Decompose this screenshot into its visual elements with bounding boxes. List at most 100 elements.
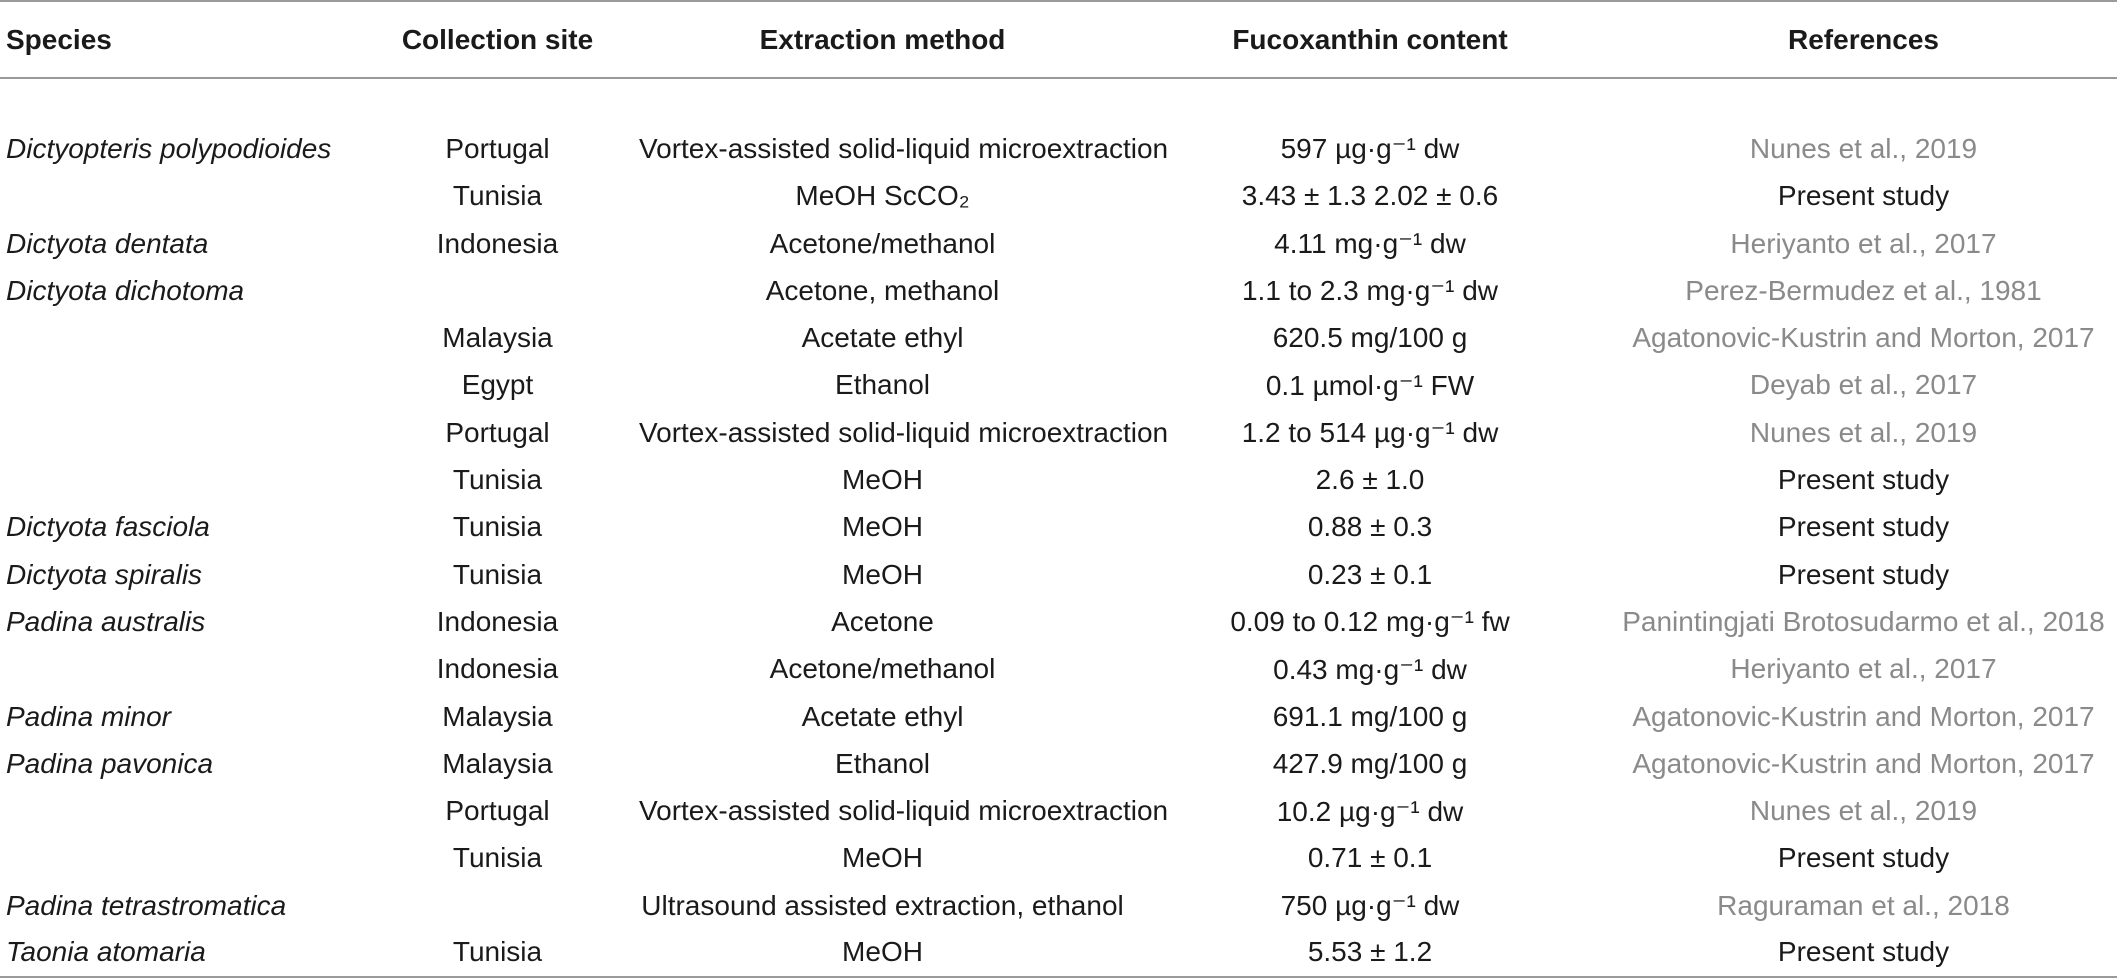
cell-extraction-method: Acetate ethyl	[801, 700, 964, 732]
table-row: Malaysia Acetate ethyl 620.5 mg/100 g Agato…	[0, 314, 2117, 361]
cell-fucoxanthin-content: 427.9 mg/100 g	[1272, 747, 1468, 779]
table-row: Padina australis Indonesia Acetone 0.09 to …	[0, 598, 2117, 645]
cell-fucoxanthin-content: 0.1 µmol·g⁻¹ FW	[1265, 369, 1475, 401]
cell-extraction-method: Acetone	[831, 605, 934, 637]
table-body: Dictyopteris polypodioides Portugal Vortex…	[0, 78, 2117, 978]
cell-fucoxanthin-content: 2.6 ± 1.0	[1315, 464, 1425, 496]
table-row: Portugal Vortex-assisted solid-liquid mic…	[0, 409, 2117, 456]
cell-species: Padina pavonica	[6, 747, 214, 779]
header-extraction-method: Extraction method	[635, 0, 1130, 79]
table-row: Tunisia MeOH 2.6 ± 1.0 Present study	[0, 456, 2117, 503]
cell-species: Padina tetrastromatica	[6, 889, 287, 921]
cell-collection-site: Tunisia	[452, 558, 543, 590]
cell-fucoxanthin-content: 597 µg·g⁻¹ dw	[1280, 133, 1460, 165]
cell-species	[0, 362, 360, 409]
table-row: Dictyopteris polypodioides Portugal Vortex…	[0, 125, 2117, 172]
cell-collection-site: Malaysia	[442, 700, 553, 732]
header-collection-site: Collection site	[360, 0, 635, 79]
table-row: Dictyota spiralis Tunisia MeOH 0.23 ± 0.1 Pr…	[0, 551, 2117, 598]
cell-extraction-method: Acetone/methanol	[769, 653, 996, 685]
cell-collection-site: Portugal	[445, 416, 550, 448]
cell-reference: Present study	[1777, 511, 1950, 543]
cell-fucoxanthin-content: 0.43 mg·g⁻¹ dw	[1273, 653, 1467, 685]
table-header: Species Collection site Extraction metho…	[0, 0, 2117, 79]
cell-species: Dictyopteris polypodioides	[6, 132, 332, 164]
header-references: References	[1610, 0, 2117, 79]
cell-species: Dictyota dentata	[6, 227, 209, 259]
table-row: Tunisia MeOH ScCO₂ 3.43 ± 1.3 2.02 ± 0.6 Pr…	[0, 173, 2117, 220]
cell-fucoxanthin-content: 1.1 to 2.3 mg·g⁻¹ dw	[1241, 275, 1498, 307]
cell-reference: Panintingjati Brotosudarmo et al., 2018	[1622, 605, 2105, 637]
cell-extraction-method: Acetate ethyl	[801, 322, 964, 354]
cell-extraction-method: MeOH	[635, 929, 1130, 978]
cell-species: Dictyota dichotoma	[6, 274, 245, 306]
cell-fucoxanthin-content: 4.11 mg·g⁻¹ dw	[1274, 228, 1466, 260]
cell-extraction-method: Vortex-assisted solid-liquid microextrac…	[639, 795, 1169, 827]
cell-species: Dictyota fasciola	[6, 511, 210, 543]
cell-reference: Present study	[1777, 464, 1950, 496]
cell-reference: Raguraman et al., 2018	[1717, 889, 2010, 921]
cell-fucoxanthin-content: 0.09 to 0.12 mg·g⁻¹ fw	[1230, 606, 1510, 638]
cell-reference: Nunes et al., 2019	[1749, 416, 1978, 448]
cell-species	[0, 787, 360, 834]
cell-fucoxanthin-content: 0.88 ± 0.3	[1307, 511, 1433, 543]
cell-collection-site: Indonesia	[436, 653, 559, 685]
header-row: Species Collection site Extraction metho…	[0, 0, 2117, 79]
cell-species	[0, 646, 360, 693]
cell-reference: Heriyanto et al., 2017	[1730, 653, 1997, 685]
cell-collection-site: Tunisia	[452, 180, 543, 212]
cell-species	[0, 409, 360, 456]
cell-collection-site: Portugal	[445, 132, 550, 164]
header-fucoxanthin-content: Fucoxanthin content	[1130, 0, 1610, 79]
table-row: Dictyota dichotoma Acetone, methanol 1.1 t…	[0, 267, 2117, 314]
cell-species	[0, 173, 360, 220]
cell-reference: Present study	[1610, 929, 2117, 978]
cell-collection-site: Indonesia	[436, 227, 559, 259]
cell-extraction-method: MeOH ScCO₂	[795, 180, 970, 212]
cell-species: Padina australis	[6, 605, 206, 637]
table-row: Padina minor Malaysia Acetate ethyl 691.1 m…	[0, 693, 2117, 740]
header-species: Species	[0, 0, 360, 79]
cell-extraction-method: MeOH	[842, 464, 923, 496]
cell-collection-site: Egypt	[461, 369, 534, 401]
table-row: Padina tetrastromatica Ultrasound assiste…	[0, 882, 2117, 929]
table-row: Padina pavonica Malaysia Ethanol 427.9 mg/1…	[0, 740, 2117, 787]
cell-reference: Heriyanto et al., 2017	[1730, 227, 1997, 259]
cell-extraction-method: MeOH	[842, 558, 923, 590]
table-row: Dictyota fasciola Tunisia MeOH 0.88 ± 0.3 Pr…	[0, 504, 2117, 551]
cell-fucoxanthin-content: 691.1 mg/100 g	[1272, 700, 1468, 732]
cell-reference: Perez-Bermudez et al., 1981	[1685, 274, 2042, 306]
cell-fucoxanthin-content: 5.53 ± 1.2	[1130, 929, 1610, 978]
cell-species: Taonia atomaria	[0, 929, 360, 978]
cell-collection-site: Portugal	[445, 795, 550, 827]
cell-fucoxanthin-content: 750 µg·g⁻¹ dw	[1280, 890, 1460, 922]
cell-reference: Present study	[1777, 842, 1950, 874]
cell-reference: Present study	[1777, 558, 1950, 590]
cell-fucoxanthin-content: 1.2 to 514 µg·g⁻¹ dw	[1241, 417, 1499, 449]
cell-extraction-method: MeOH	[842, 842, 923, 874]
table-row: Taonia atomaria Tunisia MeOH 5.53 ± 1.2 Pres…	[0, 929, 2117, 978]
cell-collection-site: Malaysia	[442, 747, 553, 779]
cell-reference: Nunes et al., 2019	[1749, 795, 1978, 827]
cell-species	[0, 456, 360, 503]
cell-collection-site	[360, 882, 635, 929]
cell-fucoxanthin-content: 10.2 µg·g⁻¹ dw	[1276, 795, 1464, 827]
table-row: Tunisia MeOH 0.71 ± 0.1 Present study	[0, 835, 2117, 882]
cell-extraction-method: Acetone, methanol	[765, 274, 1000, 306]
cell-extraction-method: Ultrasound assisted extraction, ethanol	[641, 889, 1124, 921]
cell-fucoxanthin-content: 620.5 mg/100 g	[1272, 322, 1468, 354]
cell-collection-site: Tunisia	[452, 464, 543, 496]
cell-reference: Agatonovic-Kustrin and Morton, 2017	[1632, 747, 2095, 779]
cell-species: Dictyota spiralis	[6, 558, 203, 590]
cell-reference: Agatonovic-Kustrin and Morton, 2017	[1632, 700, 2095, 732]
table-row: Egypt Ethanol 0.1 µmol·g⁻¹ FW Deyab et al.,…	[0, 362, 2117, 409]
cell-collection-site: Indonesia	[436, 605, 559, 637]
cell-reference: Present study	[1777, 180, 1950, 212]
cell-species: Padina minor	[6, 700, 171, 732]
table-row: Portugal Vortex-assisted solid-liquid mic…	[0, 787, 2117, 834]
cell-extraction-method: Ethanol	[835, 369, 930, 401]
spacer-cell	[0, 78, 2117, 125]
cell-extraction-method: Ethanol	[835, 747, 930, 779]
